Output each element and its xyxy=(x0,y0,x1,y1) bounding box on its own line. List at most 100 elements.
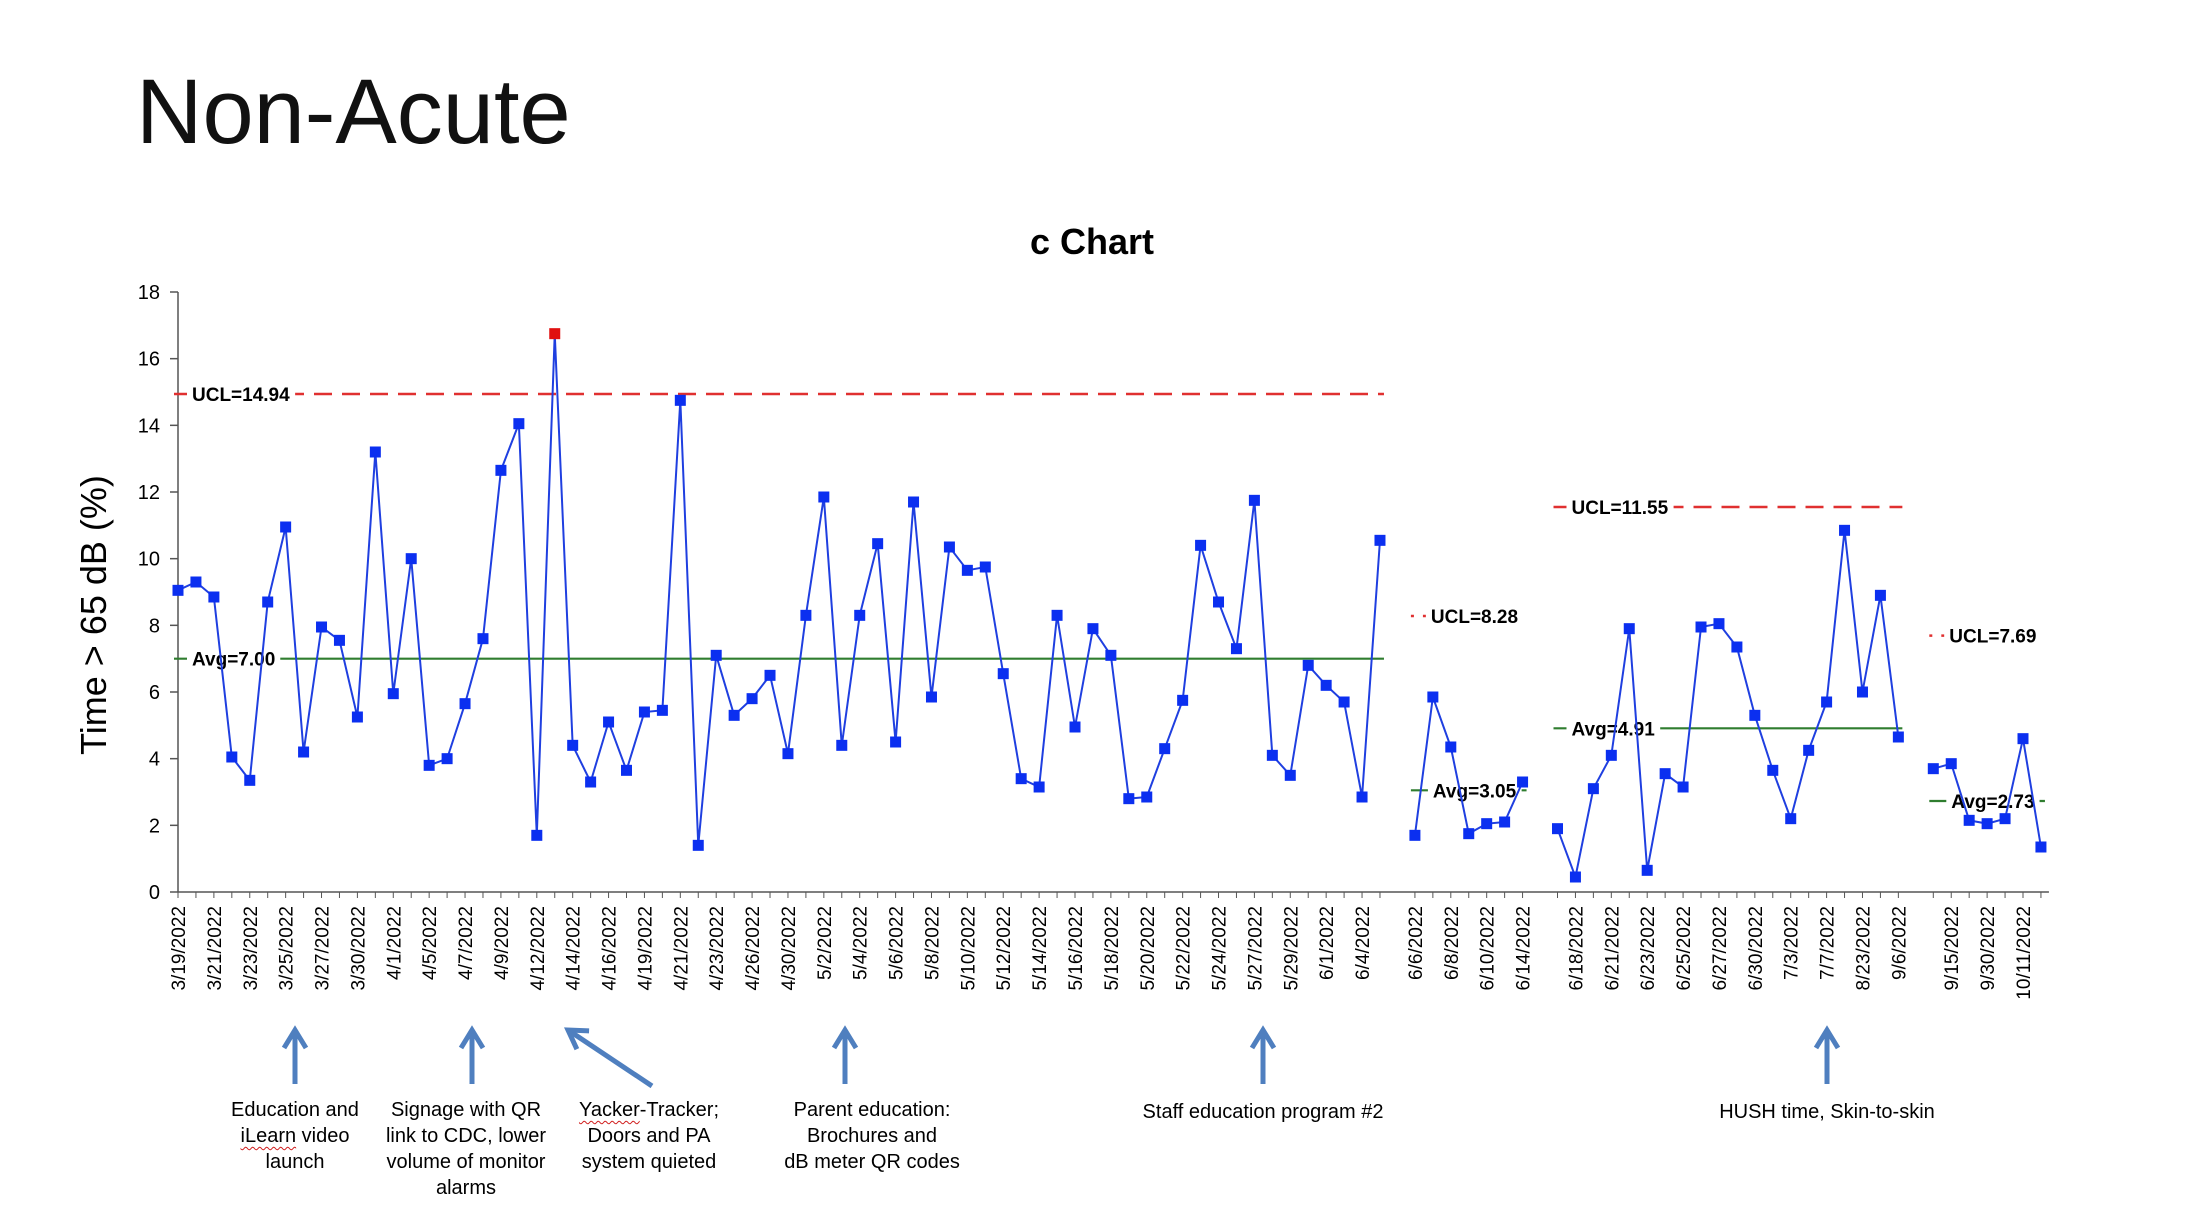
data-point xyxy=(1087,623,1099,635)
ucl-label-bg xyxy=(1566,496,1674,521)
annotation-line: Brochures and xyxy=(806,1125,938,1147)
data-point xyxy=(513,418,525,430)
data-point xyxy=(908,496,920,508)
y-tick-label: 10 xyxy=(138,549,160,571)
x-tick-label: 5/27/2022 xyxy=(1245,906,1266,991)
data-point xyxy=(1749,709,1761,721)
data-point xyxy=(1517,776,1529,788)
chart-title: c Chart xyxy=(1030,221,1154,262)
ucl-label: UCL=7.69 xyxy=(1949,627,2036,648)
data-point xyxy=(1839,524,1851,536)
annotation-arrow xyxy=(566,1027,654,1089)
data-point xyxy=(172,584,184,596)
slide-title: Non-Acute xyxy=(136,61,571,163)
x-tick-label: 4/21/2022 xyxy=(671,906,692,991)
data-point xyxy=(1785,813,1797,825)
y-tick-label: 6 xyxy=(149,682,160,704)
annotation-line: Doors and PA xyxy=(587,1125,711,1147)
x-tick-label: 6/4/2022 xyxy=(1353,906,1374,980)
data-point xyxy=(1105,649,1117,661)
data-point xyxy=(1463,828,1475,840)
data-point xyxy=(1874,589,1886,601)
annotation-line: Staff education program #2 xyxy=(1142,1101,1384,1123)
data-point xyxy=(1481,818,1493,830)
y-tick-label: 12 xyxy=(138,482,160,504)
data-point xyxy=(890,736,902,748)
x-tick-label: 3/19/2022 xyxy=(169,906,190,991)
data-point xyxy=(674,394,686,406)
data-point xyxy=(351,711,363,723)
data-point xyxy=(280,521,292,533)
x-tick-label: 3/23/2022 xyxy=(241,906,262,991)
data-point xyxy=(1659,768,1671,780)
data-point xyxy=(746,693,758,705)
y-tick-label: 18 xyxy=(138,282,160,304)
annotation-arrow-head xyxy=(458,1025,486,1050)
data-point xyxy=(1927,763,1939,775)
data-point xyxy=(1499,816,1511,828)
annotation-line: Parent education: xyxy=(793,1099,951,1121)
x-tick-label: 6/8/2022 xyxy=(1442,906,1463,980)
data-point xyxy=(441,753,453,765)
data-point xyxy=(298,746,310,758)
x-tick-label: 5/14/2022 xyxy=(1030,906,1051,991)
annotation-text: Education and iLearn video launch xyxy=(165,1097,425,1175)
data-point xyxy=(782,748,794,760)
data-point xyxy=(1677,781,1689,793)
data-point xyxy=(1195,539,1207,551)
data-point xyxy=(1284,769,1296,781)
annotation-line: system quieted xyxy=(581,1151,717,1173)
x-tick-label: 4/14/2022 xyxy=(564,906,585,991)
data-point xyxy=(1945,758,1957,770)
x-tick-label: 5/4/2022 xyxy=(851,906,872,980)
data-point xyxy=(2035,841,2047,853)
data-point xyxy=(836,739,848,751)
data-point xyxy=(459,698,471,710)
data-point xyxy=(800,609,812,621)
data-point xyxy=(1266,749,1278,761)
annotation-text: Staff education program #2 xyxy=(1133,1099,1393,1125)
x-tick-label: 6/1/2022 xyxy=(1317,906,1338,980)
data-point xyxy=(1552,823,1563,835)
data-point xyxy=(316,621,328,633)
x-tick-label: 6/30/2022 xyxy=(1746,906,1767,991)
annotation-line: launch xyxy=(265,1151,325,1173)
data-point xyxy=(603,716,615,728)
data-point xyxy=(1033,781,1045,793)
data-point xyxy=(1821,696,1833,708)
data-point xyxy=(333,634,345,646)
data-point xyxy=(692,839,704,851)
data-point xyxy=(872,538,884,550)
data-point xyxy=(208,591,220,603)
data-point xyxy=(1695,621,1707,633)
x-tick-label: 5/18/2022 xyxy=(1102,906,1123,991)
x-tick-label: 4/5/2022 xyxy=(420,906,441,980)
data-point xyxy=(1856,686,1868,698)
annotation-line: volume of monitor xyxy=(386,1151,546,1173)
data-point xyxy=(1177,694,1189,706)
data-point xyxy=(1230,643,1242,655)
avg-label: Avg=7.00 xyxy=(192,650,275,671)
x-tick-label: 9/6/2022 xyxy=(1889,906,1910,980)
x-tick-label: 5/6/2022 xyxy=(887,906,908,980)
data-point xyxy=(1338,696,1350,708)
ucl-label-bg xyxy=(1425,605,1524,630)
data-point xyxy=(1981,818,1993,830)
data-point xyxy=(531,829,543,841)
data-point xyxy=(621,764,632,776)
data-point xyxy=(728,709,740,721)
ucl-label-bg xyxy=(187,383,296,408)
data-point xyxy=(1427,691,1439,703)
data-point xyxy=(2017,733,2029,745)
x-tick-label: 4/19/2022 xyxy=(635,906,656,991)
data-point xyxy=(1803,744,1815,756)
x-tick-label: 6/27/2022 xyxy=(1710,906,1731,991)
x-tick-label: 4/26/2022 xyxy=(743,906,764,991)
data-point xyxy=(710,649,722,661)
y-tick-label: 4 xyxy=(149,749,160,771)
data-point xyxy=(854,609,866,621)
data-point xyxy=(764,669,776,681)
y-tick-label: 8 xyxy=(149,615,160,637)
annotation-arrow-head xyxy=(831,1025,859,1050)
x-tick-label: 5/22/2022 xyxy=(1174,906,1195,991)
